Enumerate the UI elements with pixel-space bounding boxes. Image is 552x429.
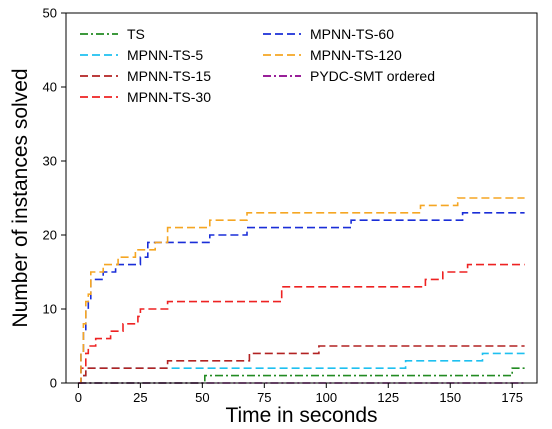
x-tick-label-7: 175 — [501, 390, 523, 405]
x-axis-label: Time in seconds — [225, 404, 377, 427]
y-tick-label-5: 50 — [43, 6, 57, 21]
y-tick-label-1: 10 — [43, 302, 57, 317]
y-tick-label-3: 30 — [43, 154, 57, 169]
legend-label-1: MPNN-TS-5 — [127, 47, 203, 63]
legend-label-2: MPNN-TS-15 — [127, 68, 211, 84]
x-tick-label-6: 150 — [439, 390, 461, 405]
y-tick-label-0: 0 — [50, 376, 57, 391]
y-axis-label: Number of instances solved — [9, 68, 32, 327]
legend-label-5: MPNN-TS-120 — [310, 47, 402, 63]
legend: TS MPNN-TS-5 MPNN-TS-15 MPNN-TS-30 MPNN-TS-6… — [80, 26, 435, 105]
series-line-3 — [78, 263, 525, 384]
series-line-1 — [78, 352, 525, 384]
x-tick-label-5: 125 — [377, 390, 399, 405]
plot-frame — [65, 12, 538, 384]
series-line-5 — [78, 197, 525, 384]
y-tick-label-4: 40 — [43, 80, 57, 95]
y-tick-label-2: 20 — [43, 228, 57, 243]
x-tick-label-2: 50 — [195, 390, 209, 405]
axis-ticks: 0 25 50 75 100 125 150 175 0 10 20 30 40 50 — [43, 6, 524, 406]
legend-label-6: PYDC-SMT ordered — [310, 68, 435, 84]
legend-label-4: MPNN-TS-60 — [310, 26, 394, 42]
series-line-2 — [78, 345, 525, 384]
x-tick-label-1: 25 — [133, 390, 147, 405]
x-tick-label-3: 75 — [257, 390, 271, 405]
legend-label-3: MPNN-TS-30 — [127, 89, 211, 105]
plot-lines — [78, 197, 525, 384]
series-line-4 — [78, 212, 525, 384]
x-tick-label-4: 100 — [315, 390, 337, 405]
x-tick-label-0: 0 — [75, 390, 82, 405]
legend-label-0: TS — [127, 26, 145, 42]
series-line-0 — [78, 367, 525, 384]
